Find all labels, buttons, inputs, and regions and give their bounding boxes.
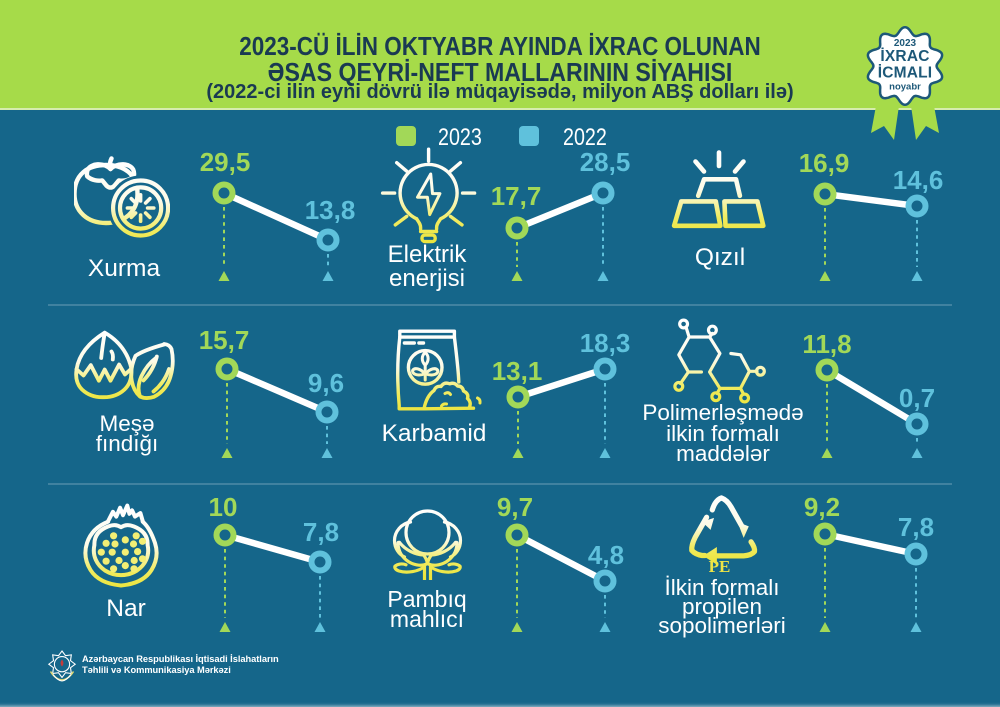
svg-text:İCMALI: İCMALI bbox=[878, 65, 933, 82]
svg-text:İXRAC: İXRAC bbox=[880, 48, 929, 65]
svg-text:noyabr: noyabr bbox=[889, 82, 921, 93]
svg-text:PE: PE bbox=[709, 557, 731, 576]
svg-text:2023: 2023 bbox=[894, 38, 917, 49]
